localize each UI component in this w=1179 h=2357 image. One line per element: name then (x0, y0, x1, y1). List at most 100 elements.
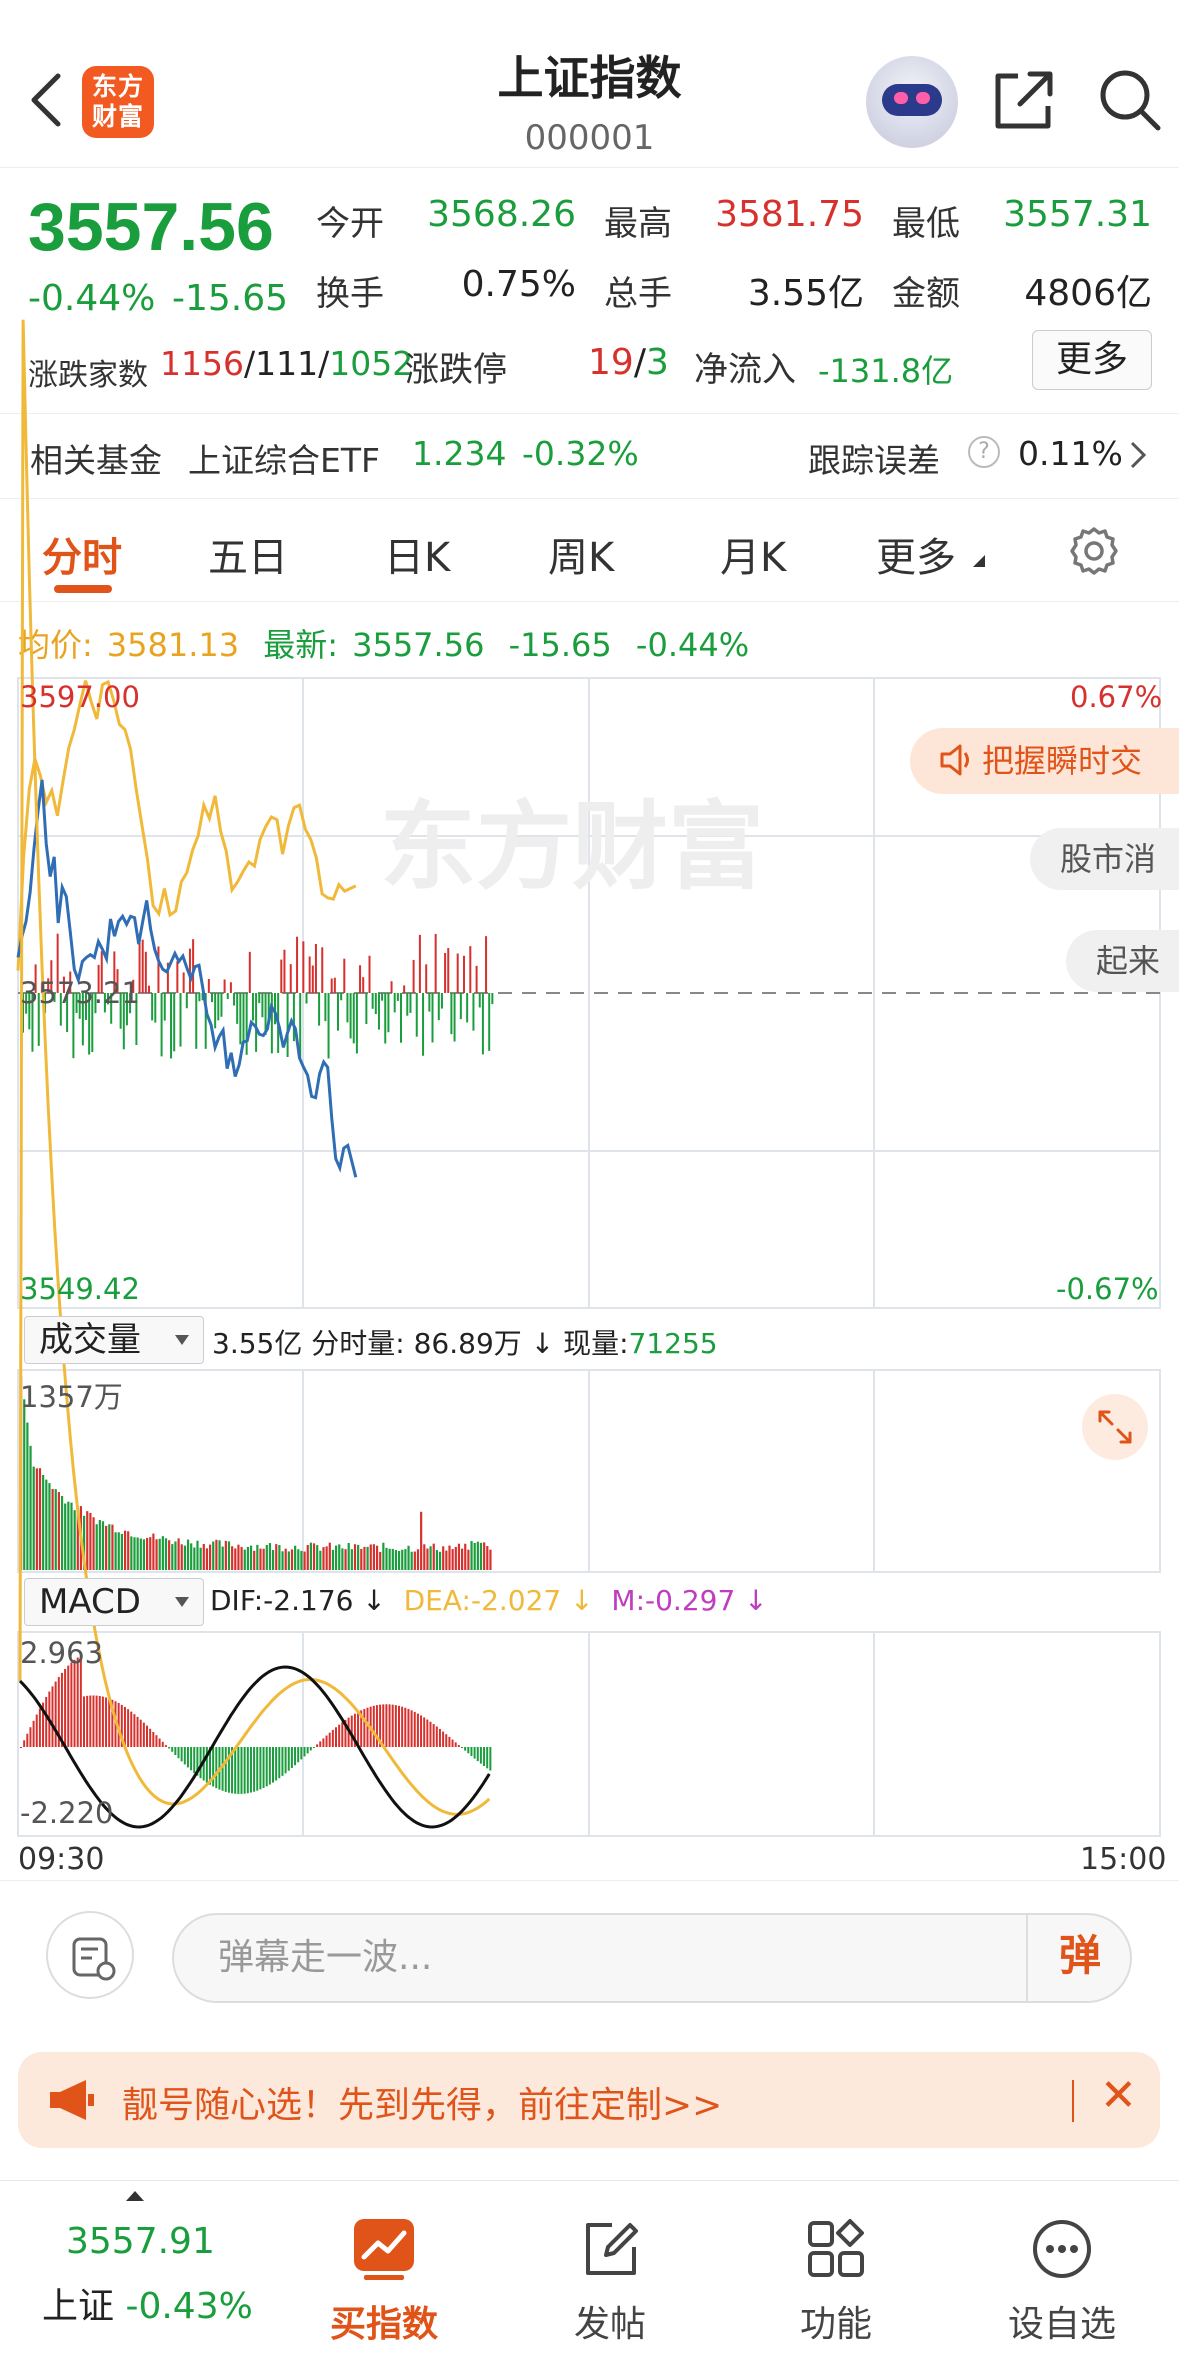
live-tip-pill[interactable]: 把握瞬时交 (910, 728, 1179, 794)
trend-chart-icon (354, 2219, 414, 2280)
tab-monthly-k[interactable]: 月K (720, 535, 787, 581)
news-pill-2[interactable]: 起来 (1066, 930, 1179, 992)
macd-bar (445, 1734, 448, 1747)
net-bar (204, 993, 207, 1049)
net-bar (50, 960, 53, 993)
danmaku-toggle-button[interactable]: 弹 (1026, 1913, 1132, 2003)
net-bar (220, 993, 223, 1017)
macd-bar (45, 1696, 48, 1747)
share-icon[interactable] (990, 68, 1056, 134)
net-bar (437, 993, 440, 1021)
macd-bar (42, 1702, 45, 1747)
net-bar (170, 993, 173, 1059)
expand-icon[interactable] (1082, 1394, 1148, 1460)
promo-banner[interactable]: 靓号随心选！先到先得，前往定制>> ✕ (18, 2052, 1160, 2148)
news-pill[interactable]: 股市消 (1030, 828, 1179, 890)
volume-bar (193, 1547, 196, 1570)
net-bar (444, 952, 447, 993)
macd-bar (70, 1662, 73, 1747)
volume-bar (416, 1549, 420, 1570)
danmaku-input[interactable]: 弹幕走一波... (172, 1913, 1132, 2003)
tab-more-caret-icon (973, 555, 985, 567)
quote-panel: 3557.56 -0.44% -15.65 今开 3568.26 最高 3581… (0, 168, 1179, 498)
macd-bar (391, 1704, 394, 1747)
volume-bar (429, 1546, 432, 1570)
volume-bar (227, 1541, 231, 1570)
page-title: 上证指数 (497, 51, 682, 105)
net-bar (173, 993, 176, 1052)
macd-bar (20, 1747, 22, 1748)
volume-bar (290, 1549, 294, 1570)
macd-bar (130, 1711, 133, 1747)
megaphone-icon (50, 2080, 94, 2120)
macd-indicator-bar: MACD DIF:-2.176 ↓ DEA:-2.027 ↓ M:-0.297 … (0, 1578, 1179, 1634)
net-bar (280, 959, 283, 993)
volume-bar (32, 1466, 35, 1570)
macd-bar (423, 1717, 426, 1747)
related-fund-row[interactable]: 相关基金 上证综合ETF 1.234 -0.32% 跟踪误差 ? 0.11% (0, 413, 1179, 498)
danmaku-settings-icon[interactable] (46, 1911, 134, 1999)
help-icon[interactable]: ? (968, 436, 1000, 468)
index-ticker[interactable]: 3557.91 上证 -0.43% (0, 2181, 270, 2357)
net-bar (201, 993, 204, 1001)
volume-bar (300, 1550, 303, 1570)
down-arrow-icon: ↓ (530, 1327, 555, 1360)
net-bar (192, 939, 195, 993)
volume-bar (209, 1544, 212, 1570)
macd-select[interactable]: MACD (24, 1578, 204, 1626)
gear-icon[interactable] (1068, 525, 1120, 577)
net-bar (229, 982, 232, 993)
macd-bar (483, 1747, 486, 1767)
net-bar (434, 933, 437, 993)
high-value: 3581.75 (715, 194, 864, 235)
nav-add-watchlist[interactable]: 设自选 (972, 2199, 1152, 2349)
volume-total: 3.55亿 (212, 1327, 303, 1360)
dif-line (18, 1665, 491, 1829)
nav-post[interactable]: 发帖 (520, 2199, 700, 2349)
macd-bar (372, 1705, 375, 1747)
volume-bar (328, 1542, 331, 1570)
assistant-robot-icon[interactable] (866, 56, 958, 148)
macd-bar (111, 1699, 114, 1747)
macd-bar (398, 1705, 400, 1747)
back-icon[interactable] (24, 68, 72, 132)
macd-bar (57, 1677, 60, 1747)
intraday-chart[interactable]: 东方财富 (0, 0, 1179, 1880)
tab-five-day[interactable]: 五日 (208, 535, 288, 581)
tab-more[interactable]: 更多 (876, 535, 956, 581)
volume-bar (120, 1533, 123, 1570)
volume-bar (174, 1541, 177, 1570)
net-bar (374, 993, 377, 1015)
breadth-label: 涨跌家数 (28, 358, 148, 393)
net-bar (132, 979, 135, 993)
tab-weekly-k[interactable]: 周K (548, 535, 615, 581)
more-quote-button[interactable]: 更多 (1032, 330, 1152, 390)
net-bar (337, 993, 339, 1031)
net-bar (330, 978, 333, 993)
search-icon[interactable] (1096, 66, 1164, 134)
net-bar (217, 993, 220, 1021)
tab-daily-k[interactable]: 日K (384, 535, 451, 581)
volume-bar (451, 1549, 454, 1570)
macd-bar (158, 1738, 161, 1747)
volume-bar (366, 1546, 369, 1570)
high-label: 最高 (604, 204, 672, 244)
macd-bar (215, 1747, 218, 1789)
net-bar (195, 993, 198, 1049)
net-bar (393, 993, 396, 1013)
nav-label-functions: 功能 (799, 2304, 872, 2345)
macd-bar (272, 1747, 274, 1783)
macd-bar (316, 1744, 319, 1747)
net-bar (75, 993, 78, 1013)
macd-bar (379, 1704, 382, 1747)
nav-functions[interactable]: 功能 (746, 2199, 926, 2349)
app-logo[interactable]: 东方 财富 (82, 66, 154, 138)
net-bar (188, 948, 191, 993)
macd-bar (105, 1697, 108, 1747)
net-bar (289, 964, 292, 993)
volume-bar (186, 1539, 190, 1570)
nav-buy-index[interactable]: 买指数 (294, 2199, 474, 2349)
tab-intraday[interactable]: 分时 (42, 535, 122, 581)
volume-select[interactable]: 成交量 (24, 1316, 204, 1364)
close-icon[interactable]: ✕ (1100, 2070, 1137, 2121)
